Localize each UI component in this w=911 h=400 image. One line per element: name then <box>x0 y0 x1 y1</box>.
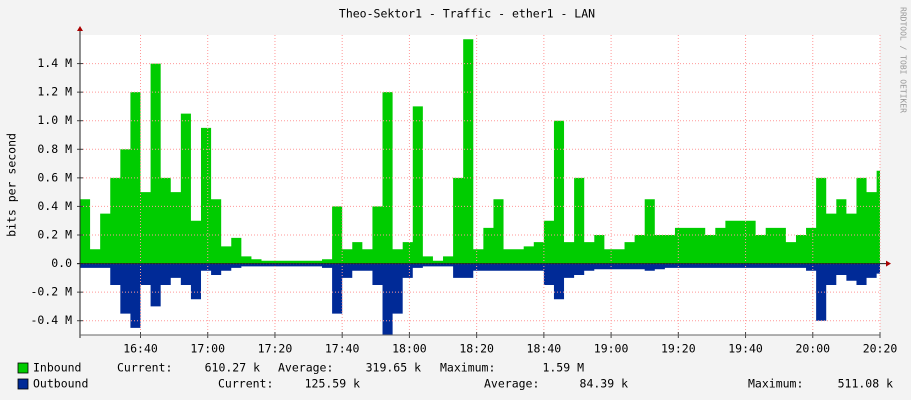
y-arrow <box>77 26 83 31</box>
plot-area <box>80 35 880 335</box>
x-arrow <box>886 260 891 267</box>
x-tick-label: 16:40 <box>123 342 158 356</box>
y-tick-label: -0.4 M <box>30 313 72 327</box>
x-tick-label: 18:20 <box>459 342 494 356</box>
legend-stat-value: 1.59 M <box>542 361 584 375</box>
legend-stat-value: 84.39 k <box>580 377 629 391</box>
x-tick-label: 18:40 <box>527 342 562 356</box>
y-tick-label: 0.8 M <box>37 142 72 156</box>
legend-stat-value: 125.59 k <box>305 377 360 391</box>
x-tick-label: 17:20 <box>258 342 293 356</box>
legend-stat-value: 610.27 k <box>205 361 260 375</box>
x-tick-label: 19:20 <box>661 342 696 356</box>
legend-stat-label: Maximum: <box>748 377 803 391</box>
legend-stat-label: Maximum: <box>440 361 495 375</box>
x-tick-label: 20:20 <box>863 342 898 356</box>
y-tick-label: 0.4 M <box>37 199 72 213</box>
x-tick-label: 20:00 <box>795 342 830 356</box>
x-tick-label: 19:00 <box>594 342 629 356</box>
legend-swatch <box>17 362 29 374</box>
y-axis-label: bits per second <box>5 133 19 237</box>
y-tick-label: 0.0 <box>51 256 72 270</box>
area-1 <box>80 263 880 335</box>
legend-stat-value: 319.65 k <box>366 361 421 375</box>
side-text: RRDTOOL / TOBI OETIKER <box>899 7 908 113</box>
legend-swatch <box>17 378 29 390</box>
y-tick-label: 0.2 M <box>37 228 72 242</box>
x-tick-label: 17:40 <box>325 342 360 356</box>
y-tick-label: 1.2 M <box>37 85 72 99</box>
y-tick-label: 1.0 M <box>37 113 72 127</box>
legend-stat-label: Current: <box>117 361 172 375</box>
legend-label: Inbound <box>33 361 81 375</box>
x-tick-label: 18:00 <box>392 342 427 356</box>
y-tick-label: 1.4 M <box>37 56 72 70</box>
legend-stat-value: 511.08 k <box>838 377 893 391</box>
legend-stat-label: Average: <box>278 361 333 375</box>
x-tick-label: 19:40 <box>728 342 763 356</box>
legend-stat-label: Average: <box>484 377 539 391</box>
legend-stat-label: Current: <box>218 377 273 391</box>
y-tick-label: 0.6 M <box>37 170 72 184</box>
x-tick-label: 17:00 <box>190 342 225 356</box>
y-tick-label: -0.2 M <box>30 285 72 299</box>
area-0 <box>80 39 880 264</box>
chart-title: Theo-Sektor1 - Traffic - ether1 - LAN <box>339 7 595 21</box>
legend-label: Outbound <box>33 377 88 391</box>
